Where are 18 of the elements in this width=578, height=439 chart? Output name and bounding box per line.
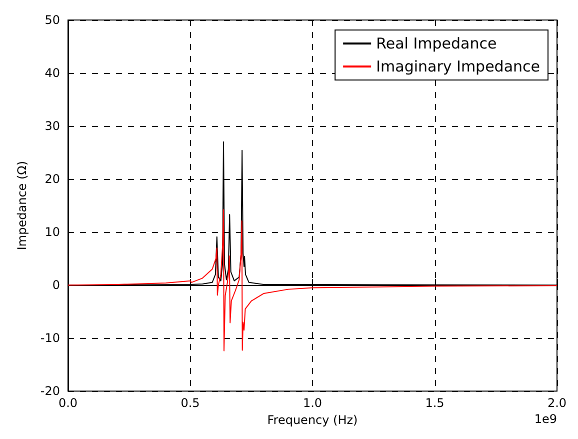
legend-label: Imaginary Impedance [376,58,540,76]
x-axis-title: Frequency (Hz) [267,413,358,427]
x-tick-label: 1.5 [425,396,444,410]
x-tick-label: 0.0 [58,396,78,410]
y-tick-label: 30 [44,119,60,134]
y-tick-label: -10 [40,331,60,346]
legend-label: Real Impedance [376,34,497,52]
y-tick-label: 10 [44,225,60,240]
x-tick-label: 2.0 [547,396,567,410]
y-tick-label: 50 [44,13,60,27]
text: 1e9 [534,412,558,426]
y-tick-label: -20 [40,384,60,398]
x-tick-label: 0.5 [180,396,200,410]
y-tick-label: 40 [44,66,60,80]
x-tick-label: 1.0 [302,396,322,410]
y-axis-title: Impedance (Ω) [15,160,29,250]
y-tick-label: 0 [52,278,60,292]
y-tick-label: 20 [44,172,60,186]
